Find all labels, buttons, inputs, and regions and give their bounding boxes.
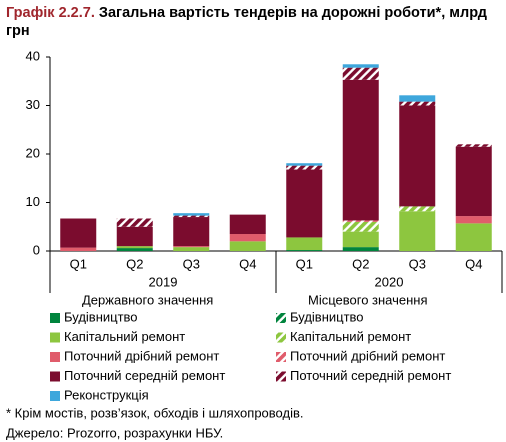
bar-segment bbox=[399, 105, 436, 207]
bar-segment bbox=[399, 211, 436, 251]
bar-segment bbox=[173, 247, 210, 251]
legend-swatch bbox=[50, 313, 60, 323]
bar-segment bbox=[229, 214, 266, 235]
bar-segment bbox=[342, 221, 379, 232]
legend-label: Капітальний ремонт bbox=[290, 329, 411, 344]
footnote: * Крім мостів, розв’язок, обходів і шлях… bbox=[6, 405, 303, 420]
legend-swatch bbox=[50, 332, 60, 343]
bar-segment bbox=[342, 79, 379, 221]
x-tick-label: Q2 bbox=[352, 256, 369, 271]
bar-segment bbox=[286, 250, 323, 251]
legend-swatch bbox=[276, 332, 286, 343]
legend-swatch bbox=[276, 371, 286, 382]
x-tick-label: Q3 bbox=[183, 256, 200, 271]
bar-segment bbox=[342, 220, 379, 222]
y-tick-label: 20 bbox=[26, 145, 40, 160]
bar-segment bbox=[399, 206, 436, 212]
x-tick-label: Q2 bbox=[126, 256, 143, 271]
bar-segment bbox=[342, 231, 379, 248]
bar-segment bbox=[286, 169, 323, 238]
bar-segment bbox=[229, 234, 266, 242]
y-tick-label: 40 bbox=[26, 48, 40, 63]
x-tick-label: Q4 bbox=[239, 256, 256, 271]
legend-swatch bbox=[50, 352, 60, 362]
legend-swatch bbox=[50, 391, 60, 401]
legend-label: Будівництво bbox=[290, 309, 364, 324]
footnote: Джерело: Prozorro, розрахунки НБУ. bbox=[6, 425, 223, 440]
legend-label: Поточний дрібний ремонт bbox=[64, 348, 219, 363]
legend-label: Будівництво bbox=[64, 309, 138, 324]
title-text: Загальна вартість тендерів на дорожні ро… bbox=[6, 5, 487, 39]
bar-segment bbox=[342, 64, 379, 68]
bar-segment bbox=[116, 246, 153, 249]
bar-segment bbox=[60, 247, 97, 251]
bar-segment bbox=[342, 247, 379, 251]
bar-segment bbox=[455, 146, 492, 217]
legend-swatch bbox=[50, 371, 60, 382]
group-label: 2020 bbox=[375, 274, 404, 289]
legend-swatch bbox=[276, 352, 286, 362]
group-label: 2019 bbox=[149, 274, 178, 289]
x-tick-label: Q3 bbox=[409, 256, 426, 271]
bar-segment bbox=[399, 101, 436, 106]
bar-segment bbox=[173, 246, 210, 248]
chart-title: Графік 2.2.7. Загальна вартість тендерів… bbox=[6, 4, 500, 40]
y-tick-label: 10 bbox=[26, 194, 40, 209]
bar-segment bbox=[286, 237, 323, 251]
bar-segment bbox=[455, 223, 492, 251]
legend-label: Капітальний ремонт bbox=[64, 329, 185, 344]
legend-group-title: Державного значення bbox=[82, 292, 213, 307]
bar-segment bbox=[286, 165, 323, 170]
bar-segment bbox=[173, 217, 210, 247]
legend-swatch bbox=[276, 313, 286, 323]
legend-label: Реконструкція bbox=[64, 387, 149, 402]
legend-label: Поточний дрібний ремонт bbox=[290, 348, 445, 363]
legend-label: Поточний середній ремонт bbox=[64, 368, 225, 383]
bar-segment bbox=[455, 216, 492, 224]
legend-label: Поточний середній ремонт bbox=[290, 368, 451, 383]
bar-segment bbox=[342, 67, 379, 80]
y-tick-label: 30 bbox=[26, 97, 40, 112]
x-tick-label: Q1 bbox=[296, 256, 313, 271]
bar-segment bbox=[286, 163, 323, 166]
title-number: Графік 2.2.7. bbox=[6, 5, 95, 21]
bar-segment bbox=[399, 95, 436, 102]
x-tick-label: Q4 bbox=[465, 256, 482, 271]
bar-segment bbox=[116, 218, 153, 227]
bar-segment bbox=[60, 218, 97, 248]
legend-group-title: Місцевого значення bbox=[308, 292, 428, 307]
bar-segment bbox=[116, 226, 153, 247]
y-tick-label: 0 bbox=[33, 242, 40, 257]
bar-segment bbox=[455, 144, 492, 147]
bar-segment bbox=[173, 215, 210, 218]
bar-segment bbox=[229, 241, 266, 251]
bar-segment bbox=[116, 248, 153, 251]
x-tick-label: Q1 bbox=[70, 256, 87, 271]
bar-segment bbox=[173, 213, 210, 216]
